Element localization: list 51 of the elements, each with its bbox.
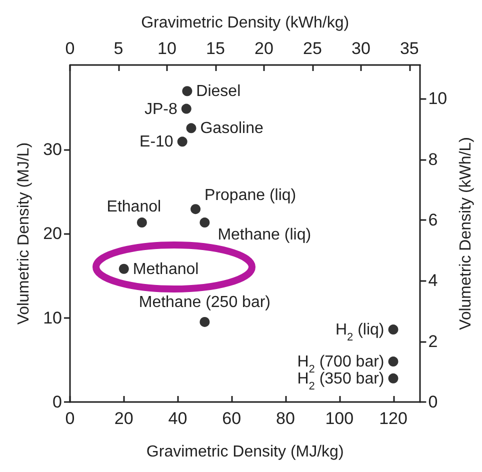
x-tick-label: 0 <box>65 409 75 428</box>
x2-tick-label: 30 <box>351 39 370 58</box>
y2-tick-label: 10 <box>428 89 448 108</box>
x2-axis-title: Gravimetric Density (kWh/kg) <box>141 14 350 32</box>
x2-tick-label: 35 <box>400 39 419 58</box>
x-axis-title: Gravimetric Density (MJ/kg) <box>146 444 344 460</box>
annotation: H$_{2}$ (liq) <box>335 322 384 344</box>
point <box>190 204 201 214</box>
x-tick-label: 80 <box>276 409 295 428</box>
y2-tick-label: 0 <box>428 392 438 412</box>
annotation: Methanol <box>132 260 199 278</box>
point <box>181 104 192 114</box>
y-tick-label: 20 <box>43 224 62 243</box>
y2-axis-title: Volumetric Density (kWh/L) <box>458 137 474 330</box>
point <box>177 136 188 147</box>
x2-tick-label: 25 <box>302 39 322 58</box>
annotation: Methane (250 bar) <box>138 294 271 311</box>
y-tick-label: 30 <box>43 140 62 159</box>
annotation: E-10 <box>140 134 174 151</box>
point <box>200 218 210 228</box>
y2-tick-label: 2 <box>428 332 438 351</box>
x-tick-label: 60 <box>222 409 242 428</box>
x-tick-label: 120 <box>379 409 408 428</box>
annotation: JP-8 <box>144 100 178 118</box>
annotation: Gasoline <box>200 120 264 138</box>
point <box>388 373 398 384</box>
x2-tick-label: 5 <box>114 39 124 58</box>
annotation: Propane (liq) <box>204 187 296 204</box>
y2-tick-label: 8 <box>428 150 438 169</box>
x2-tick-label: 10 <box>158 39 176 58</box>
y-tick-label: 10 <box>43 308 62 328</box>
y-axis-title: Volumetric Density (MJ/L) <box>16 142 33 325</box>
annotation: Ethanol <box>106 198 162 216</box>
point <box>118 264 129 274</box>
y2-tick-label: 6 <box>428 210 438 230</box>
x-tick-label: 40 <box>168 409 188 428</box>
point <box>388 324 398 335</box>
x2-tick-label: 20 <box>254 39 274 58</box>
x2-tick-label: 0 <box>65 39 75 58</box>
annotation: Methane (liq) <box>218 226 312 244</box>
annotation: Diesel <box>196 83 241 100</box>
y2-tick-label: 4 <box>428 271 438 290</box>
point <box>136 218 147 228</box>
y-tick-label: 0 <box>52 392 62 412</box>
point <box>200 316 210 327</box>
point <box>388 356 398 367</box>
point <box>182 86 192 96</box>
point <box>186 123 196 134</box>
x-tick-label: 20 <box>114 409 134 428</box>
x-tick-label: 100 <box>325 409 354 428</box>
x2-tick-label: 15 <box>206 39 225 58</box>
